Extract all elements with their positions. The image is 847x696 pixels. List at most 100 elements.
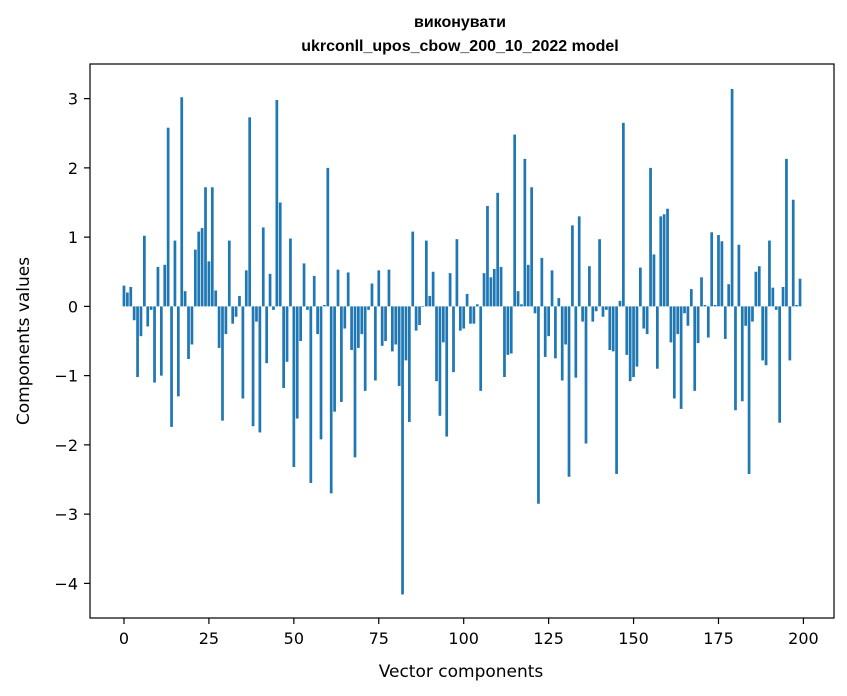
bar-105 [479, 306, 483, 391]
bar-137 [588, 266, 591, 307]
x-tick-label-100: 100 [448, 629, 479, 648]
bar-87 [418, 306, 421, 326]
bar-130 [564, 306, 567, 345]
x-tick-label-125: 125 [533, 629, 564, 648]
bar-60 [326, 167, 330, 307]
bar-9 [153, 306, 156, 383]
bar-100 [462, 306, 466, 329]
bar-63 [336, 269, 340, 307]
bar-45 [275, 100, 279, 307]
bar-158 [659, 216, 663, 307]
bar-162 [672, 306, 676, 399]
bar-118 [523, 158, 527, 307]
bar-96 [448, 273, 452, 307]
bar-18 [183, 291, 187, 307]
bar-49 [289, 238, 292, 307]
bar-147 [622, 122, 625, 307]
bar-58 [319, 306, 323, 440]
bar-148 [625, 306, 629, 355]
bar-47 [282, 306, 285, 389]
bar-128 [557, 298, 561, 307]
y-axis-label: Components values [14, 257, 34, 425]
bar-39 [255, 306, 258, 322]
bar-19 [187, 306, 190, 360]
bar-82 [401, 306, 404, 595]
bar-55 [309, 306, 313, 483]
bar-53 [302, 263, 306, 307]
bar-67 [350, 306, 353, 351]
bar-113 [506, 306, 510, 355]
bar-197 [791, 199, 795, 307]
bar-199 [798, 278, 802, 307]
bar-145 [615, 306, 618, 474]
bar-48 [285, 306, 289, 362]
bar-107 [486, 205, 489, 307]
y-tick-label--2: −2 [54, 436, 78, 455]
bar-149 [628, 306, 632, 382]
bar-72 [367, 306, 370, 310]
bar-41 [261, 227, 265, 307]
x-tick-label-0: 0 [119, 629, 129, 648]
bar-126 [550, 270, 554, 307]
bar-65 [343, 306, 347, 329]
bar-98 [455, 239, 459, 307]
bar-37 [248, 117, 252, 307]
bar-97 [452, 306, 455, 373]
bar-186 [754, 271, 758, 307]
bar-1 [126, 292, 129, 307]
bar-177 [723, 306, 727, 339]
bar-183 [744, 306, 748, 326]
bar-80 [394, 306, 398, 345]
bar-146 [618, 300, 622, 307]
bar-35 [241, 306, 245, 399]
bar-111 [499, 266, 503, 307]
bar-59 [323, 304, 326, 307]
bar-29 [221, 306, 224, 421]
bar-102 [469, 306, 472, 324]
bar-181 [737, 244, 741, 307]
bar-189 [764, 306, 768, 366]
x-tick-label-50: 50 [284, 629, 304, 648]
bar-76 [380, 306, 384, 346]
bar-161 [669, 306, 673, 343]
bar-172 [706, 306, 710, 338]
bar-89 [424, 240, 428, 307]
bar-184 [747, 306, 751, 474]
bar-120 [530, 187, 533, 307]
bar-191 [771, 287, 775, 307]
bar-171 [703, 304, 707, 307]
bar-11 [159, 306, 163, 376]
bar-28 [217, 306, 221, 348]
bar-56 [312, 275, 316, 307]
bar-194 [781, 286, 785, 307]
bar-178 [727, 284, 731, 307]
bar-123 [540, 257, 544, 307]
bar-135 [581, 306, 584, 322]
bar-44 [272, 306, 275, 310]
bar-46 [278, 202, 282, 307]
bar-153 [642, 306, 646, 329]
bar-190 [768, 240, 771, 307]
bar-152 [639, 267, 642, 307]
x-tick-label-200: 200 [788, 629, 819, 648]
x-tick-label-75: 75 [369, 629, 389, 648]
chart-title-line1: виконувати [414, 14, 506, 31]
x-axis-label: Vector components [379, 662, 544, 682]
bar-5 [139, 306, 143, 337]
bar-54 [306, 306, 309, 310]
bar-133 [574, 306, 578, 378]
bar-71 [363, 306, 367, 391]
bar-115 [513, 134, 517, 307]
y-tick-label-2: 2 [68, 159, 78, 178]
bar-0 [122, 285, 126, 307]
bar-193 [778, 306, 781, 423]
bar-73 [370, 283, 374, 307]
bar-57 [316, 306, 319, 335]
bar-10 [156, 266, 160, 307]
bar-74 [374, 306, 377, 381]
bar-62 [333, 306, 336, 412]
bars-group [122, 88, 802, 595]
bar-121 [533, 306, 537, 314]
bar-155 [649, 167, 652, 307]
